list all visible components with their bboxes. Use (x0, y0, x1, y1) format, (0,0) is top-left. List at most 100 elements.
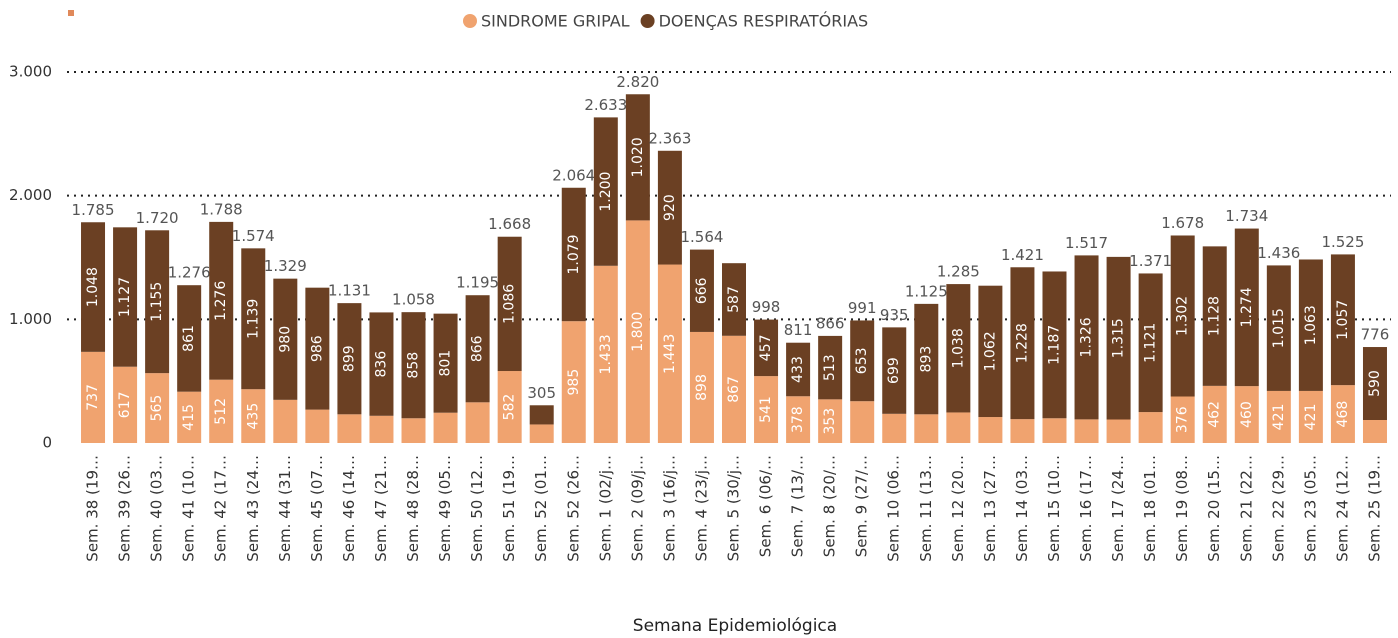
bar-segment (1170, 396, 1195, 443)
data-label: 1.038 (950, 328, 966, 368)
x-tick-label: Sem. 25 (19… (1365, 455, 1383, 562)
bar-segment (625, 94, 650, 221)
bar-segment (1010, 419, 1035, 443)
data-label: 1.155 (149, 282, 165, 322)
bar-segment (1074, 255, 1099, 420)
bar-segment (1330, 385, 1355, 443)
total-label: 991 (848, 299, 877, 317)
bar-segment (1362, 419, 1387, 443)
data-label: 898 (694, 374, 710, 401)
total-label: 811 (784, 321, 813, 339)
bar-segment (529, 424, 554, 443)
decor (68, 10, 74, 16)
x-tick-label: Sem. 18 (01… (1141, 455, 1159, 562)
data-label: 421 (1303, 404, 1319, 431)
legend-label: DOENÇAS RESPIRATÓRIAS (659, 12, 869, 31)
data-label: 513 (822, 354, 838, 381)
data-label: 867 (726, 376, 742, 403)
total-label: 1.421 (1001, 246, 1044, 264)
bar-segment (401, 312, 426, 419)
bar-segment (1330, 254, 1355, 386)
data-label: 899 (341, 345, 357, 372)
x-tick-label: Sem. 9 (27/… (853, 455, 871, 557)
bar-segment (209, 221, 234, 380)
total-label: 1.276 (168, 264, 211, 282)
bar-segment (1234, 228, 1259, 387)
data-label: 666 (694, 277, 710, 304)
data-label: 415 (181, 404, 197, 431)
x-tick-label: Sem. 13 (27… (981, 455, 999, 562)
total-label: 1.734 (1225, 207, 1268, 225)
bar-segment (1298, 390, 1323, 443)
x-tick-label: Sem. 45 (07… (308, 455, 326, 562)
bar-segment (145, 373, 170, 443)
bar-segment (593, 117, 618, 266)
data-label: 1.326 (1079, 317, 1095, 357)
bar-segment (465, 295, 490, 403)
legend-marker (463, 14, 477, 28)
bar-segment (1010, 267, 1035, 420)
bar-segment (946, 284, 971, 413)
bar-segment (433, 313, 458, 413)
x-tick-label: Sem. 42 (17… (212, 455, 230, 562)
x-tick-label: Sem. 23 (05… (1301, 455, 1319, 562)
bar-segment (1202, 385, 1227, 443)
data-label: 1.443 (662, 334, 678, 374)
x-tick-label: Sem. 38 (19… (84, 455, 102, 562)
bar-segment (465, 402, 490, 443)
data-label: 376 (1175, 406, 1191, 433)
data-label: 1.315 (1111, 318, 1127, 358)
bar-segment (722, 263, 746, 336)
data-label: 985 (566, 369, 582, 396)
total-label: 1.195 (456, 274, 499, 292)
x-tick-label: Sem. 12 (20… (949, 455, 967, 562)
bar-segment (305, 287, 330, 410)
total-label: 998 (752, 298, 781, 316)
data-label: 1.063 (1303, 305, 1319, 345)
data-label: 587 (726, 286, 742, 313)
x-tick-label: Sem. 52 (26… (564, 455, 582, 562)
total-label: 1.436 (1257, 244, 1300, 262)
bar-segment (593, 265, 618, 443)
bar-segment (369, 312, 394, 416)
bar-segment (337, 303, 362, 415)
bar-segment (1138, 273, 1163, 413)
data-label: 801 (438, 350, 454, 377)
data-label: 1.433 (598, 334, 614, 374)
data-label: 512 (213, 398, 229, 425)
x-tick-label: Sem. 6 (06/… (757, 455, 775, 557)
bar-segment (754, 319, 779, 377)
x-tick-label: Sem. 39 (26… (116, 455, 134, 562)
bar-segment (1266, 265, 1291, 391)
data-label: 858 (406, 352, 422, 379)
total-label: 1.125 (905, 282, 948, 300)
bar-segment (81, 222, 106, 352)
legend: SINDROME GRIPAL DOENÇAS RESPIRATÓRIAS (463, 12, 868, 31)
total-label: 305 (527, 384, 556, 402)
data-label: 1.079 (566, 234, 582, 274)
bar-segment (1202, 246, 1227, 386)
x-tick-label: Sem. 49 (05… (436, 455, 454, 562)
bar-segment (946, 412, 971, 443)
bar-segment (882, 413, 907, 443)
bar-segment (786, 342, 811, 397)
bar-segment (1106, 419, 1131, 443)
total-label: 2.820 (616, 73, 659, 91)
x-tick-label: Sem. 48 (28… (404, 455, 422, 562)
data-label: 353 (822, 408, 838, 435)
total-label: 2.633 (584, 96, 627, 114)
bar-segment (1042, 271, 1067, 419)
bar-segment (978, 285, 1003, 418)
x-tick-label: Sem. 11 (13… (917, 455, 935, 562)
total-label: 1.720 (136, 209, 179, 227)
total-label: 935 (880, 306, 909, 324)
data-label: 617 (117, 391, 133, 418)
x-tick-label: Sem. 3 (16/j… (660, 455, 678, 561)
data-label: 1.274 (1239, 287, 1255, 327)
x-axis-title: Semana Epidemiológica (633, 616, 837, 636)
x-tick-label: Sem. 2 (09/j… (628, 455, 646, 561)
data-label: 1.048 (85, 267, 101, 307)
data-label: 1.086 (502, 284, 518, 324)
bar-segment (882, 327, 907, 414)
